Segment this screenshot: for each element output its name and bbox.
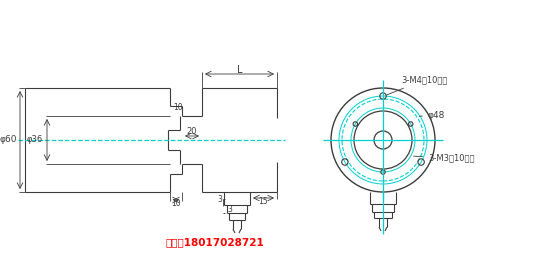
Text: L: L [237,65,242,75]
Text: 3-M3深10均布: 3-M3深10均布 [414,154,474,163]
Text: 15: 15 [258,198,268,206]
Text: 20: 20 [187,126,197,135]
Text: 3-M4深10均布: 3-M4深10均布 [386,76,447,95]
Text: φ48: φ48 [420,110,446,119]
Text: 10: 10 [173,102,183,111]
Text: 3: 3 [217,195,222,204]
Text: 10: 10 [171,199,181,208]
Text: 3: 3 [227,206,232,214]
Text: 手机：18017028721: 手机：18017028721 [166,237,264,247]
Text: φ36: φ36 [27,135,43,144]
Text: φ60: φ60 [0,135,17,144]
